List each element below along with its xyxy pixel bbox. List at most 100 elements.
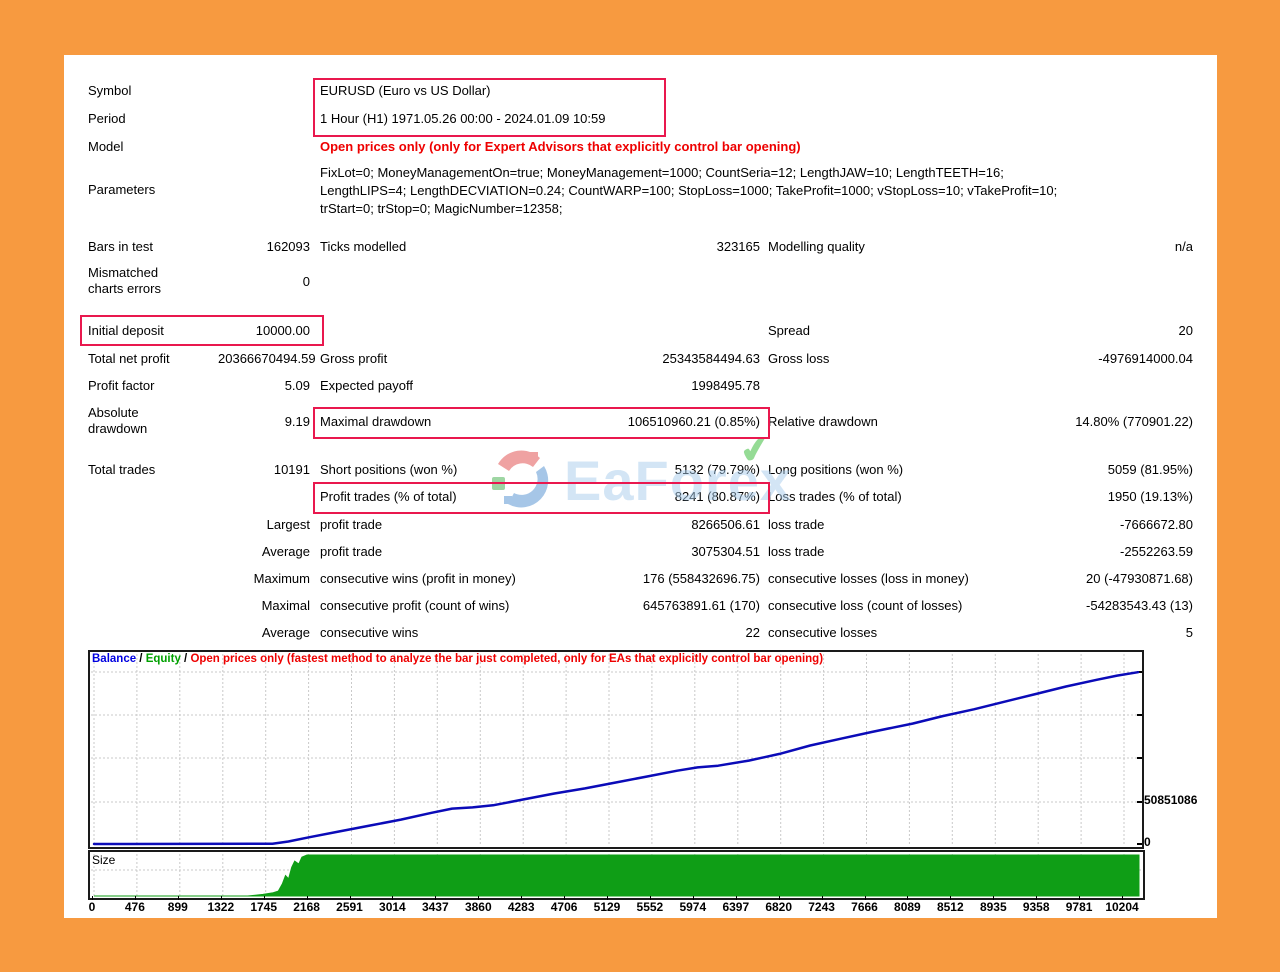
- parameters-value: FixLot=0; MoneyManagementOn=true; MoneyM…: [320, 164, 1057, 218]
- x-axis-tick: [478, 896, 480, 900]
- parameters-line-3: trStart=0; trStop=0; MagicNumber=12358;: [320, 201, 563, 216]
- x-axis-label: 2591: [336, 900, 363, 914]
- x-axis-label: 5552: [636, 900, 664, 914]
- stat-label: Total trades: [88, 461, 156, 477]
- stat-value: 106510960.21 (0.85%): [627, 413, 760, 429]
- caption-equity: Equity: [145, 653, 181, 665]
- stat-label: Total net profit: [88, 350, 170, 366]
- stat-value: 9.19: [284, 413, 310, 429]
- caption-mode: Open prices only (fastest method to anal…: [190, 653, 824, 665]
- stat-value: 5132 (79.79%): [674, 461, 760, 477]
- model-label: Model: [88, 139, 124, 154]
- stat-value: 20 (-47930871.68): [1086, 570, 1193, 586]
- report-panel: Symbol EURUSD (Euro vs US Dollar) Period…: [64, 55, 1217, 918]
- stat-label: loss trade: [768, 516, 825, 532]
- period-label: Period: [88, 111, 126, 126]
- x-axis-label: 899: [167, 900, 188, 914]
- stats-row: Maximum consecutive wins (profit in money…: [88, 569, 1193, 587]
- stat-value: Maximum: [253, 570, 310, 586]
- stat-label: consecutive losses: [768, 624, 878, 640]
- stat-value: 162093: [266, 238, 310, 254]
- x-axis-tick: [864, 896, 866, 900]
- stat-value: 25343584494.63: [662, 350, 760, 366]
- eaforex-watermark: EaForex ✔: [484, 427, 1044, 521]
- parameters-line-2: LengthLIPS=4; LengthDECVIATION=0.24; Cou…: [320, 183, 1058, 198]
- stat-label: Maximal drawdown: [320, 413, 432, 429]
- x-axis-label: 6397: [722, 900, 750, 914]
- stat-value: 5059 (81.95%): [1107, 461, 1193, 477]
- x-axis-tick: [564, 896, 566, 900]
- x-axis-label: 5129: [593, 900, 621, 914]
- x-axis-tick: [735, 896, 737, 900]
- x-axis-tick: [607, 896, 608, 900]
- stat-value: 20: [1178, 322, 1193, 338]
- model-value: Open prices only (only for Expert Adviso…: [320, 139, 801, 154]
- stat-label: Expected payoff: [320, 377, 413, 393]
- stat-value: n/a: [1174, 238, 1193, 254]
- x-axis-tick: [778, 896, 780, 900]
- x-axis-label: 6820: [765, 900, 793, 914]
- x-axis-label: 7243: [808, 900, 835, 914]
- x-axis-tick: [392, 896, 394, 900]
- x-axis-label: 3437: [421, 900, 449, 914]
- stat-value: 0: [302, 273, 310, 289]
- x-axis-label: 3860: [464, 900, 492, 914]
- x-axis-label: 3014: [379, 900, 406, 914]
- stat-label: Spread: [768, 322, 810, 338]
- stat-label: Gross loss: [768, 350, 830, 366]
- x-axis-label: 8935: [979, 900, 1007, 914]
- stat-label: consecutive loss (count of losses): [768, 597, 963, 613]
- parameters-label: Parameters: [88, 182, 156, 197]
- stat-value: 8266506.61: [691, 516, 760, 532]
- stat-label: consecutive wins: [320, 624, 419, 640]
- x-axis-tick: [907, 896, 909, 900]
- x-axis-tick: [349, 896, 351, 900]
- x-axis-label: 7666: [851, 900, 878, 914]
- size-chart: [88, 850, 1145, 900]
- stat-value: Largest: [266, 516, 310, 532]
- stat-value: 14.80% (770901.22): [1075, 413, 1193, 429]
- stat-value: 22: [745, 624, 760, 640]
- stats-row: Largest profit trade 8266506.61 loss trade -…: [88, 515, 1193, 533]
- stat-label: Modelling quality: [768, 238, 865, 254]
- stat-value: 3075304.51: [691, 543, 760, 559]
- x-axis-label: 1322: [207, 900, 235, 914]
- balance-chart-caption: Balance / Equity / Open prices only (fas…: [92, 653, 824, 665]
- x-axis-tick: [92, 896, 93, 900]
- y-axis-label: 50851086: [1144, 793, 1198, 807]
- stat-label: loss trade: [768, 543, 825, 559]
- stat-value: 323165: [716, 238, 760, 254]
- stat-label: Absolute drawdown: [88, 405, 148, 436]
- size-chart-svg: [91, 854, 1141, 897]
- stat-label: profit trade: [320, 543, 383, 559]
- symbol-label: Symbol: [88, 83, 132, 98]
- stat-value: 1998495.78: [691, 377, 760, 393]
- x-axis-label: 1745: [250, 900, 278, 914]
- x-axis-tick: [521, 896, 523, 900]
- balance-chart-svg: [91, 654, 1142, 846]
- stat-label: Short positions (won %): [320, 461, 458, 477]
- stat-label: Gross profit: [320, 350, 388, 366]
- x-axis-label: 8089: [894, 900, 921, 914]
- x-axis-label: 9358: [1022, 900, 1050, 914]
- x-axis-label: 9781: [1065, 900, 1093, 914]
- x-axis-label: 4706: [550, 900, 578, 914]
- stat-value: 10191: [273, 461, 310, 477]
- stat-value: -2552263.59: [1119, 543, 1193, 559]
- stat-label: Mismatched charts errors: [88, 265, 161, 296]
- stat-value: 1950 (19.13%): [1107, 488, 1193, 504]
- stat-label: Profit trades (% of total): [320, 488, 457, 504]
- x-axis-tick: [177, 896, 179, 900]
- stat-value: 20366670494.59: [218, 350, 316, 366]
- stat-label: Ticks modelled: [320, 238, 407, 254]
- x-axis-tick: [1036, 896, 1038, 900]
- trade-number-axis: 0 476 899 1322 1745 2168 2591 3014 3437 3860 4283 4…: [88, 896, 1142, 918]
- x-axis-tick: [435, 896, 437, 900]
- stat-label: Bars in test: [88, 238, 154, 254]
- stat-value: 645763891.61 (170): [642, 597, 760, 613]
- x-axis-tick: [950, 896, 952, 900]
- stat-value: 5.09: [284, 377, 310, 393]
- x-axis-tick: [1122, 896, 1123, 900]
- x-axis-tick: [306, 896, 308, 900]
